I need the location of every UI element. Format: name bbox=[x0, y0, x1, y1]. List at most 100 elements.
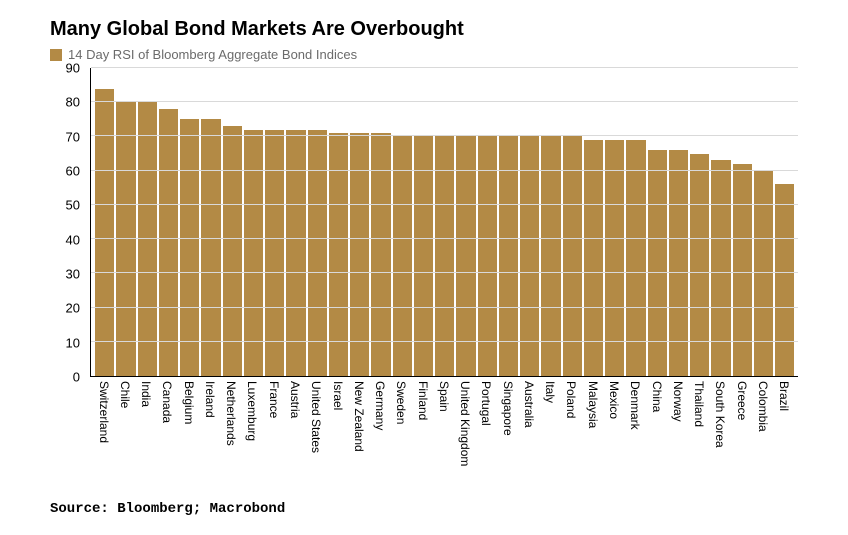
x-tick-label: Austria bbox=[288, 381, 302, 418]
bar-slot bbox=[541, 68, 560, 376]
bar-slot bbox=[669, 68, 688, 376]
x-tick-label: South Korea bbox=[713, 381, 727, 448]
x-tick-label: Netherlands bbox=[224, 381, 238, 446]
source-line: Source: Bloomberg; Macrobond bbox=[50, 501, 798, 517]
bar bbox=[265, 130, 284, 376]
x-tick-label: Chile bbox=[118, 381, 132, 408]
bar-slot bbox=[456, 68, 475, 376]
x-slot: India bbox=[137, 379, 156, 497]
bar bbox=[286, 130, 305, 376]
bar-slot bbox=[626, 68, 645, 376]
x-slot: Greece bbox=[732, 379, 751, 497]
bar bbox=[775, 184, 794, 376]
x-slot: Malaysia bbox=[583, 379, 602, 497]
x-tick-label: United States bbox=[309, 381, 323, 453]
x-slot: Poland bbox=[562, 379, 581, 497]
bars-container bbox=[95, 68, 794, 376]
bar-slot bbox=[350, 68, 369, 376]
bar-slot bbox=[499, 68, 518, 376]
y-tick-label: 60 bbox=[50, 164, 86, 179]
x-tick-label: France bbox=[267, 381, 281, 418]
bar bbox=[648, 150, 667, 376]
bar-slot bbox=[393, 68, 412, 376]
y-tick-label: 30 bbox=[50, 267, 86, 282]
bar bbox=[690, 154, 709, 376]
bar-slot bbox=[733, 68, 752, 376]
x-slot: New Zealand bbox=[349, 379, 368, 497]
bar-slot bbox=[95, 68, 114, 376]
x-tick-label: Canada bbox=[160, 381, 174, 423]
x-slot: Singapore bbox=[498, 379, 517, 497]
x-slot: Brazil bbox=[775, 379, 794, 497]
x-tick-label: Spain bbox=[437, 381, 451, 412]
x-slot: South Korea bbox=[711, 379, 730, 497]
bar-slot bbox=[201, 68, 220, 376]
x-tick-label: Belgium bbox=[182, 381, 196, 424]
bar-slot bbox=[159, 68, 178, 376]
y-tick-label: 20 bbox=[50, 301, 86, 316]
x-slot: Israel bbox=[328, 379, 347, 497]
x-tick-label: India bbox=[139, 381, 153, 407]
grid-line bbox=[91, 101, 798, 102]
x-slot: Thailand bbox=[689, 379, 708, 497]
bar bbox=[711, 160, 730, 376]
bar bbox=[180, 119, 199, 376]
bar bbox=[308, 130, 327, 376]
x-tick-label: Greece bbox=[735, 381, 749, 420]
x-slot: Italy bbox=[541, 379, 560, 497]
bar-slot bbox=[711, 68, 730, 376]
bar-slot bbox=[116, 68, 135, 376]
bar bbox=[669, 150, 688, 376]
x-slot: Sweden bbox=[392, 379, 411, 497]
grid-line bbox=[91, 170, 798, 171]
bar-slot bbox=[775, 68, 794, 376]
x-tick-label: Finland bbox=[416, 381, 430, 420]
bar-slot bbox=[414, 68, 433, 376]
x-slot: Canada bbox=[158, 379, 177, 497]
x-tick-label: Luxemburg bbox=[245, 381, 259, 441]
x-tick-label: Australia bbox=[522, 381, 536, 428]
x-tick-label: New Zealand bbox=[352, 381, 366, 452]
y-tick-label: 90 bbox=[50, 61, 86, 76]
y-tick-label: 80 bbox=[50, 95, 86, 110]
grid-line bbox=[91, 272, 798, 273]
x-tick-label: Brazil bbox=[777, 381, 791, 411]
x-slot: Germany bbox=[370, 379, 389, 497]
page-title: Many Global Bond Markets Are Overbought bbox=[50, 18, 798, 41]
bar-slot bbox=[329, 68, 348, 376]
bar bbox=[159, 109, 178, 376]
x-slot: Netherlands bbox=[222, 379, 241, 497]
grid-line bbox=[91, 135, 798, 136]
x-tick-label: China bbox=[650, 381, 664, 412]
x-slot: United States bbox=[307, 379, 326, 497]
bar-slot bbox=[584, 68, 603, 376]
legend-label: 14 Day RSI of Bloomberg Aggregate Bond I… bbox=[68, 47, 357, 62]
bar-slot bbox=[605, 68, 624, 376]
y-tick-label: 40 bbox=[50, 232, 86, 247]
x-tick-label: Malaysia bbox=[586, 381, 600, 428]
bar bbox=[95, 89, 114, 376]
x-tick-label: Denmark bbox=[628, 381, 642, 430]
bar-slot bbox=[265, 68, 284, 376]
x-tick-label: Sweden bbox=[394, 381, 408, 424]
bar bbox=[244, 130, 263, 376]
x-slot: Finland bbox=[413, 379, 432, 497]
x-slot: Belgium bbox=[179, 379, 198, 497]
x-tick-label: Singapore bbox=[501, 381, 515, 436]
x-tick-label: Italy bbox=[543, 381, 557, 403]
y-axis: 0102030405060708090 bbox=[50, 68, 86, 377]
bar bbox=[733, 164, 752, 376]
y-tick-label: 50 bbox=[50, 198, 86, 213]
grid-line bbox=[91, 67, 798, 68]
x-axis: SwitzerlandChileIndiaCanadaBelgiumIrelan… bbox=[90, 377, 798, 497]
bar-slot bbox=[563, 68, 582, 376]
grid-line bbox=[91, 341, 798, 342]
x-tick-label: Mexico bbox=[607, 381, 621, 419]
bar-slot bbox=[223, 68, 242, 376]
x-slot: Chile bbox=[115, 379, 134, 497]
bar-slot bbox=[180, 68, 199, 376]
bar-slot bbox=[754, 68, 773, 376]
x-tick-label: Thailand bbox=[692, 381, 706, 427]
legend-swatch bbox=[50, 49, 62, 61]
bar-slot bbox=[286, 68, 305, 376]
